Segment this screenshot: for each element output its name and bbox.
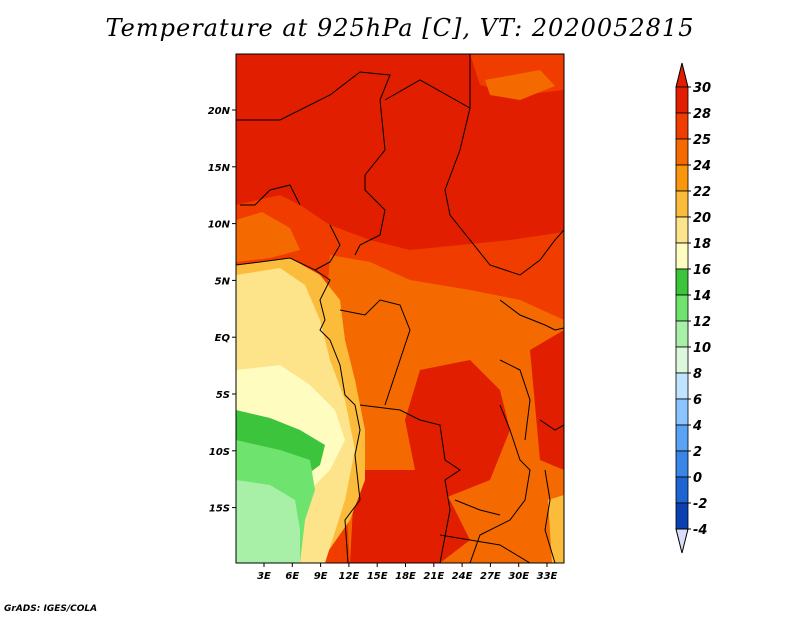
lon-label: 9E bbox=[314, 571, 328, 582]
colorbar-box bbox=[675, 372, 689, 400]
colorbar-box bbox=[675, 320, 689, 348]
colorbar-label: 24 bbox=[693, 159, 711, 174]
field-se-amber bbox=[548, 495, 564, 563]
colorbar-box bbox=[675, 190, 689, 218]
lon-label: 24E bbox=[452, 571, 473, 582]
colorbar-label: 0 bbox=[693, 471, 702, 486]
colorbar-box bbox=[675, 502, 689, 530]
colorbar-label: 20 bbox=[693, 211, 711, 226]
colorbar-label: 8 bbox=[693, 367, 702, 382]
lon-label: 12E bbox=[339, 571, 360, 582]
country-borders bbox=[236, 54, 564, 563]
longitude-axis: 3E 6E 9E 12E 15E 18E 21E 24E 27E 30E 33E bbox=[257, 563, 558, 582]
lon-label: 30E bbox=[508, 571, 529, 582]
field-hot-east bbox=[530, 330, 564, 470]
grads-credit: GrADS: IGES/COLA bbox=[4, 604, 98, 614]
map-frame bbox=[235, 53, 565, 564]
lat-label: 5S bbox=[216, 390, 230, 401]
colorbar-box bbox=[675, 450, 689, 478]
colorbar-label: 6 bbox=[693, 393, 702, 408]
colorbar-label: 30 bbox=[693, 81, 711, 96]
colorbar-box bbox=[675, 242, 689, 270]
field-nw-orange bbox=[236, 212, 300, 262]
lat-label: 10N bbox=[208, 220, 231, 231]
lat-label: 20N bbox=[208, 106, 231, 117]
lon-label: 18E bbox=[395, 571, 416, 582]
colorbar-label: -4 bbox=[693, 523, 707, 538]
colorbar-box bbox=[675, 346, 689, 374]
latitude-axis: 20N 15N 10N 5N EQ 5S 10S 15S bbox=[208, 106, 236, 515]
field-hot-south bbox=[350, 470, 470, 563]
lon-label: 15E bbox=[367, 571, 388, 582]
colorbar-label: 16 bbox=[693, 263, 711, 278]
colorbar-box bbox=[675, 138, 689, 166]
lon-label: 21E bbox=[423, 571, 444, 582]
lon-label: 6E bbox=[285, 571, 299, 582]
colorbar-label: 4 bbox=[692, 419, 702, 434]
lon-label: 27E bbox=[480, 571, 501, 582]
temperature-field bbox=[236, 54, 564, 563]
colorbar-box bbox=[675, 424, 689, 452]
lon-label: 3E bbox=[257, 571, 271, 582]
map-title: Temperature at 925hPa [C], VT: 202005281… bbox=[105, 14, 695, 42]
lat-label: 15N bbox=[208, 163, 231, 174]
colorbar-box bbox=[675, 398, 689, 426]
lat-label: 10S bbox=[209, 447, 230, 458]
colorbar-label: 22 bbox=[693, 185, 711, 200]
lat-label: EQ bbox=[215, 333, 231, 344]
colorbar-label: 2 bbox=[693, 445, 702, 460]
lat-label: 5N bbox=[215, 276, 231, 287]
colorbar-box bbox=[675, 268, 689, 296]
lon-label: 33E bbox=[537, 571, 558, 582]
colorbar-label: 18 bbox=[693, 237, 711, 252]
colorbar-top-arrow bbox=[675, 62, 689, 88]
colorbar-label: -2 bbox=[693, 497, 707, 512]
lat-label: 15S bbox=[209, 504, 230, 515]
colorbar-label: 25 bbox=[693, 133, 711, 148]
colorbar-label: 28 bbox=[693, 107, 711, 122]
colorbar-bottom-arrow bbox=[675, 528, 689, 554]
colorbar-box bbox=[675, 476, 689, 504]
colorbar-box bbox=[675, 164, 689, 192]
field-ne-orange bbox=[485, 70, 555, 100]
field-palegreen bbox=[236, 480, 300, 563]
colorbar-box bbox=[675, 294, 689, 322]
colorbar-box bbox=[675, 216, 689, 244]
colorbar-label: 12 bbox=[693, 315, 711, 330]
colorbar-box bbox=[675, 112, 689, 140]
colorbar-box bbox=[675, 86, 689, 114]
colorbar-label: 14 bbox=[693, 289, 711, 304]
colorbar-label: 10 bbox=[693, 341, 711, 356]
field-hot-basin bbox=[405, 360, 510, 500]
